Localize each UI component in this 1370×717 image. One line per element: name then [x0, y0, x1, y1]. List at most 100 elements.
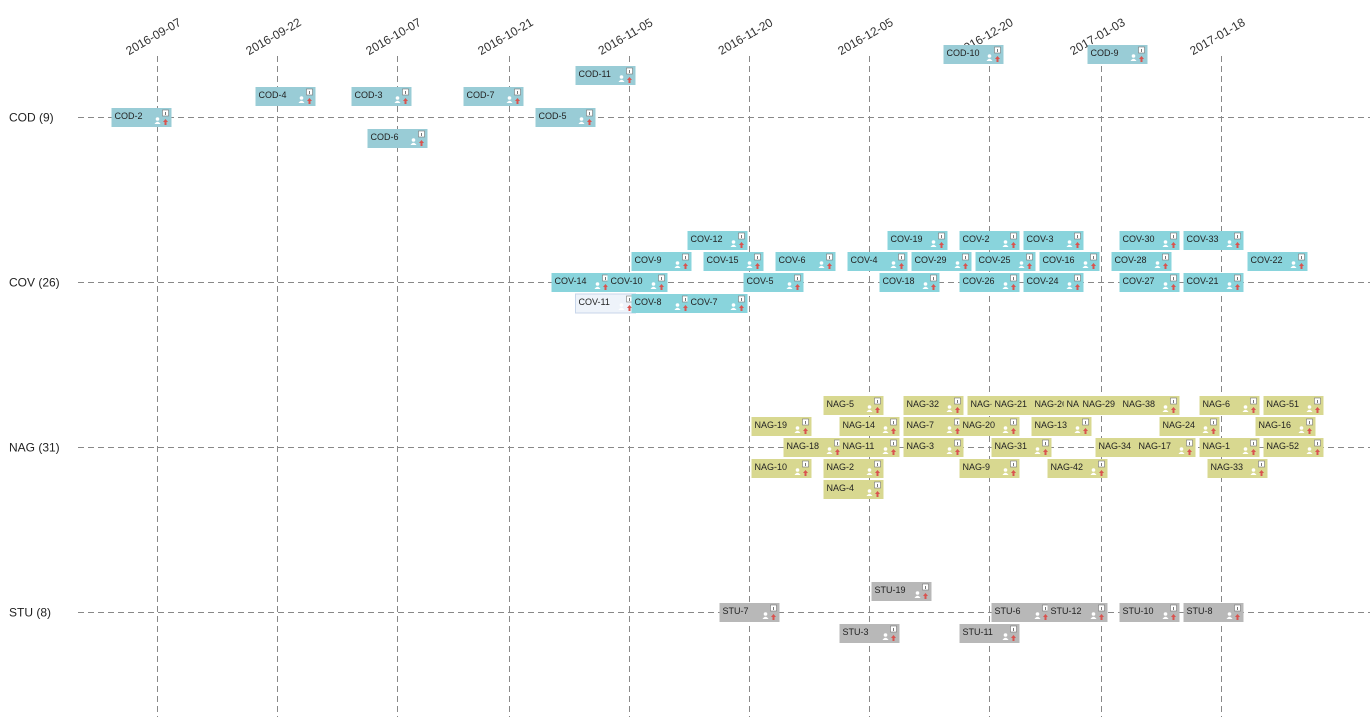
issue-card[interactable]: STU-19 [871, 582, 932, 601]
date-tick-label: 2016-10-21 [475, 15, 535, 58]
assignee-icon [819, 261, 824, 265]
assignee-icon-body [1002, 286, 1009, 289]
issue-card[interactable]: COV-22 [1247, 252, 1308, 271]
priority-arrow-icon [923, 593, 928, 599]
issue-card[interactable]: NAG-4 [823, 480, 884, 499]
issue-card[interactable]: NAG-10 [751, 459, 812, 478]
priority-arrow-icon [1171, 614, 1176, 620]
issue-card[interactable]: COV-9 [631, 252, 692, 271]
issue-card[interactable]: COD-7 [463, 87, 524, 106]
issue-card[interactable]: COV-11 [575, 293, 636, 314]
issue-card[interactable]: NAG-38 [1119, 396, 1180, 415]
issue-card[interactable]: COV-2 [959, 231, 1020, 250]
issue-card-label: NAG-4 [827, 483, 855, 493]
issue-card[interactable]: NAG-1 [1199, 438, 1260, 457]
issue-card[interactable]: NAG-18 [783, 438, 844, 457]
assignee-icon [891, 261, 896, 265]
issue-card[interactable]: COV-7 [687, 294, 748, 313]
issue-card[interactable]: NAG-16 [1255, 417, 1316, 436]
assignee-icon [747, 261, 752, 265]
issue-card[interactable]: COV-14 [551, 273, 612, 292]
issue-card[interactable]: COV-10 [607, 273, 668, 292]
issue-card[interactable]: NAG-52 [1263, 438, 1324, 457]
issue-card[interactable]: COD-5 [535, 108, 596, 127]
issue-card[interactable]: COD-3 [351, 87, 412, 106]
issue-card[interactable]: NAG-11 [839, 438, 900, 457]
issue-card[interactable]: COV-19 [887, 231, 948, 250]
priority-arrow-icon [1075, 242, 1080, 248]
issue-card[interactable]: COV-12 [687, 231, 748, 250]
assignee-icon [867, 468, 872, 472]
issue-card[interactable]: NAG-14 [839, 417, 900, 436]
issue-card[interactable]: NAG-7 [903, 417, 964, 436]
issue-card[interactable]: COD-11 [575, 66, 636, 85]
issue-card[interactable]: NAG-33 [1207, 459, 1268, 478]
issue-card[interactable]: COV-29 [911, 252, 972, 271]
issue-card[interactable]: COV-3 [1023, 231, 1084, 250]
issue-card[interactable]: COV-24 [1023, 273, 1084, 292]
issue-card[interactable]: NAG-5 [823, 396, 884, 415]
assignee-icon [1163, 240, 1168, 244]
issue-card[interactable]: COV-6 [775, 252, 836, 271]
assignee-icon [1299, 426, 1304, 430]
issue-card[interactable]: NAG-42 [1047, 459, 1108, 478]
issue-card[interactable]: STU-11 [959, 624, 1020, 643]
issue-card[interactable]: STU-8 [1183, 603, 1244, 622]
issue-card[interactable]: NAG-17 [1135, 438, 1196, 457]
issue-card[interactable]: NAG-51 [1263, 396, 1324, 415]
issue-card-label: STU-11 [963, 627, 993, 637]
issue-card[interactable]: COV-33 [1183, 231, 1244, 250]
issue-card-label: COV-11 [579, 297, 610, 307]
issue-card[interactable]: NAG-19 [751, 417, 812, 436]
issue-card[interactable]: COD-6 [367, 129, 428, 148]
assignee-icon [1291, 261, 1296, 265]
issue-card[interactable]: COD-10 [943, 45, 1004, 64]
issue-card[interactable]: COV-30 [1119, 231, 1180, 250]
issue-card[interactable]: NAG-24 [1159, 417, 1220, 436]
issue-card[interactable]: STU-10 [1119, 603, 1180, 622]
issue-card[interactable]: COV-5 [743, 273, 804, 292]
issue-card[interactable]: COV-8 [631, 294, 692, 313]
issue-card[interactable]: COV-15 [703, 252, 764, 271]
assignee-icon-body [1066, 286, 1073, 289]
priority-arrow-icon [1099, 614, 1104, 620]
issue-card[interactable]: COD-2 [111, 108, 172, 127]
issue-card[interactable]: COV-28 [1111, 252, 1172, 271]
issue-card[interactable]: COD-4 [255, 87, 316, 106]
issue-card[interactable]: COV-18 [879, 273, 940, 292]
assignee-icon [1227, 612, 1232, 616]
issue-card[interactable]: COV-27 [1119, 273, 1180, 292]
assignee-icon [675, 261, 680, 265]
issue-card[interactable]: COV-26 [959, 273, 1020, 292]
assignee-icon-body [650, 286, 657, 289]
issue-card[interactable]: STU-12 [1047, 603, 1108, 622]
issue-card[interactable]: COV-16 [1039, 252, 1100, 271]
assignee-icon-body [890, 265, 897, 268]
assignee-icon [651, 282, 656, 286]
issue-card[interactable]: NAG-2 [823, 459, 884, 478]
assignee-icon-body [578, 121, 585, 124]
issue-card[interactable]: NAG-32 [903, 396, 964, 415]
issue-card[interactable]: NAG-3 [903, 438, 964, 457]
issue-card[interactable]: STU-3 [839, 624, 900, 643]
assignee-icon-body [946, 430, 953, 433]
issue-card-label: NAG-17 [1139, 441, 1172, 451]
issue-card[interactable]: NAG-20 [959, 417, 1020, 436]
issue-card-label: NAG-51 [1267, 399, 1300, 409]
issue-card[interactable]: COD-9 [1087, 45, 1148, 64]
issue-card[interactable]: STU-6 [991, 603, 1052, 622]
issue-card[interactable]: COV-25 [975, 252, 1036, 271]
issue-card[interactable]: NAG-9 [959, 459, 1020, 478]
issue-card-label: NAG-42 [1051, 462, 1084, 472]
issue-card[interactable]: COV-4 [847, 252, 908, 271]
assignee-icon-body [1242, 409, 1249, 412]
priority-arrow-icon [803, 428, 808, 434]
issue-card[interactable]: COV-21 [1183, 273, 1244, 292]
issue-card[interactable]: STU-7 [719, 603, 780, 622]
issue-card[interactable]: NAG-13 [1031, 417, 1092, 436]
assignee-icon-body [1074, 430, 1081, 433]
issue-card[interactable]: NAG-6 [1199, 396, 1260, 415]
issue-card[interactable]: NAG-31 [991, 438, 1052, 457]
issue-card-label: NAG-32 [907, 399, 940, 409]
